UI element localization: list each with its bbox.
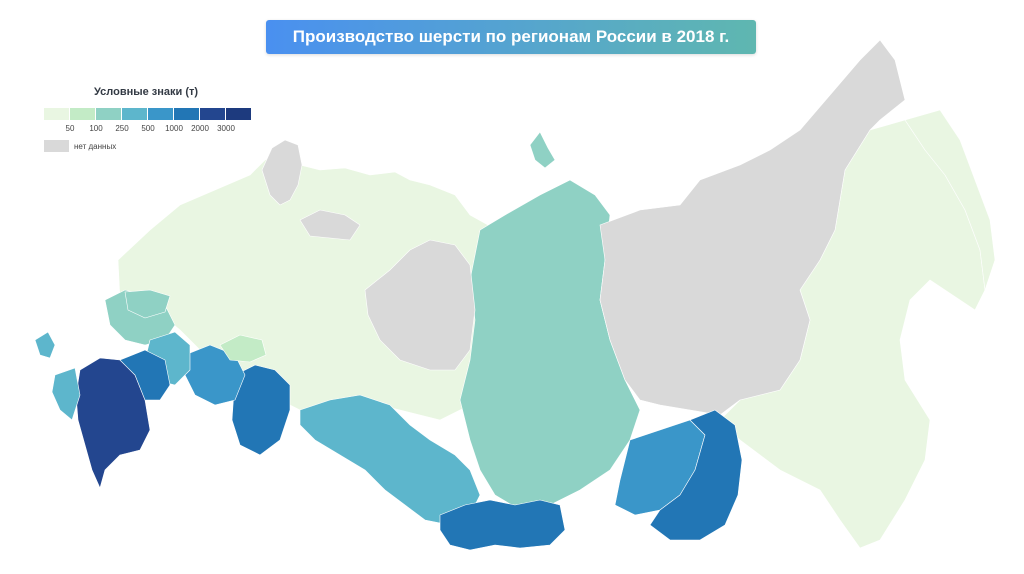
legend-tick-2000: 2000 [191,124,209,133]
legend-swatch-4 [148,108,173,120]
legend-tick-500: 500 [141,124,155,133]
legend-tick-1000: 1000 [165,124,183,133]
region-south-west-stavropol [119,349,171,401]
region-south-west-rostov [51,367,81,421]
legend-no-data-label: нет данных [74,141,117,151]
legend-no-data-swatch [44,140,69,152]
legend-tick-50: 50 [65,124,75,133]
legend-swatches [44,108,252,120]
legend-swatch-7 [226,108,251,120]
map-title: Производство шерсти по регионам России в… [266,20,756,54]
region-no-data-north-east [599,39,906,416]
region-taimyr-island [529,131,556,169]
region-no-data-islands [299,209,361,241]
region-crimea [34,331,56,359]
region-volga-south [231,364,291,456]
legend-swatch-6 [200,108,225,120]
region-altai-tyva [439,499,566,551]
legend-tick-100: 100 [89,124,103,133]
region-zabaikalye [649,409,743,541]
region-south-siberia [299,394,481,526]
legend-tick-250: 250 [115,124,129,133]
legend-swatch-1 [70,108,95,120]
legend-swatch-3 [122,108,147,120]
legend-title: Условные знаки (т) [94,86,199,98]
legend-swatch-2 [96,108,121,120]
legend-swatch-5 [174,108,199,120]
legend-ticks: 50 100 250 500 1000 2000 3000 [44,124,274,136]
region-central-light [219,334,267,363]
region-no-data-novaya-zemlya [261,139,303,206]
region-central-moderate [124,289,171,319]
legend-tick-3000: 3000 [217,124,235,133]
region-no-data-west [364,239,476,371]
legend-no-data: нет данных [44,140,116,152]
legend-swatch-0 [44,108,69,120]
region-chukotka-kamchatka [904,109,996,291]
region-krasnoyarsk [459,179,641,511]
